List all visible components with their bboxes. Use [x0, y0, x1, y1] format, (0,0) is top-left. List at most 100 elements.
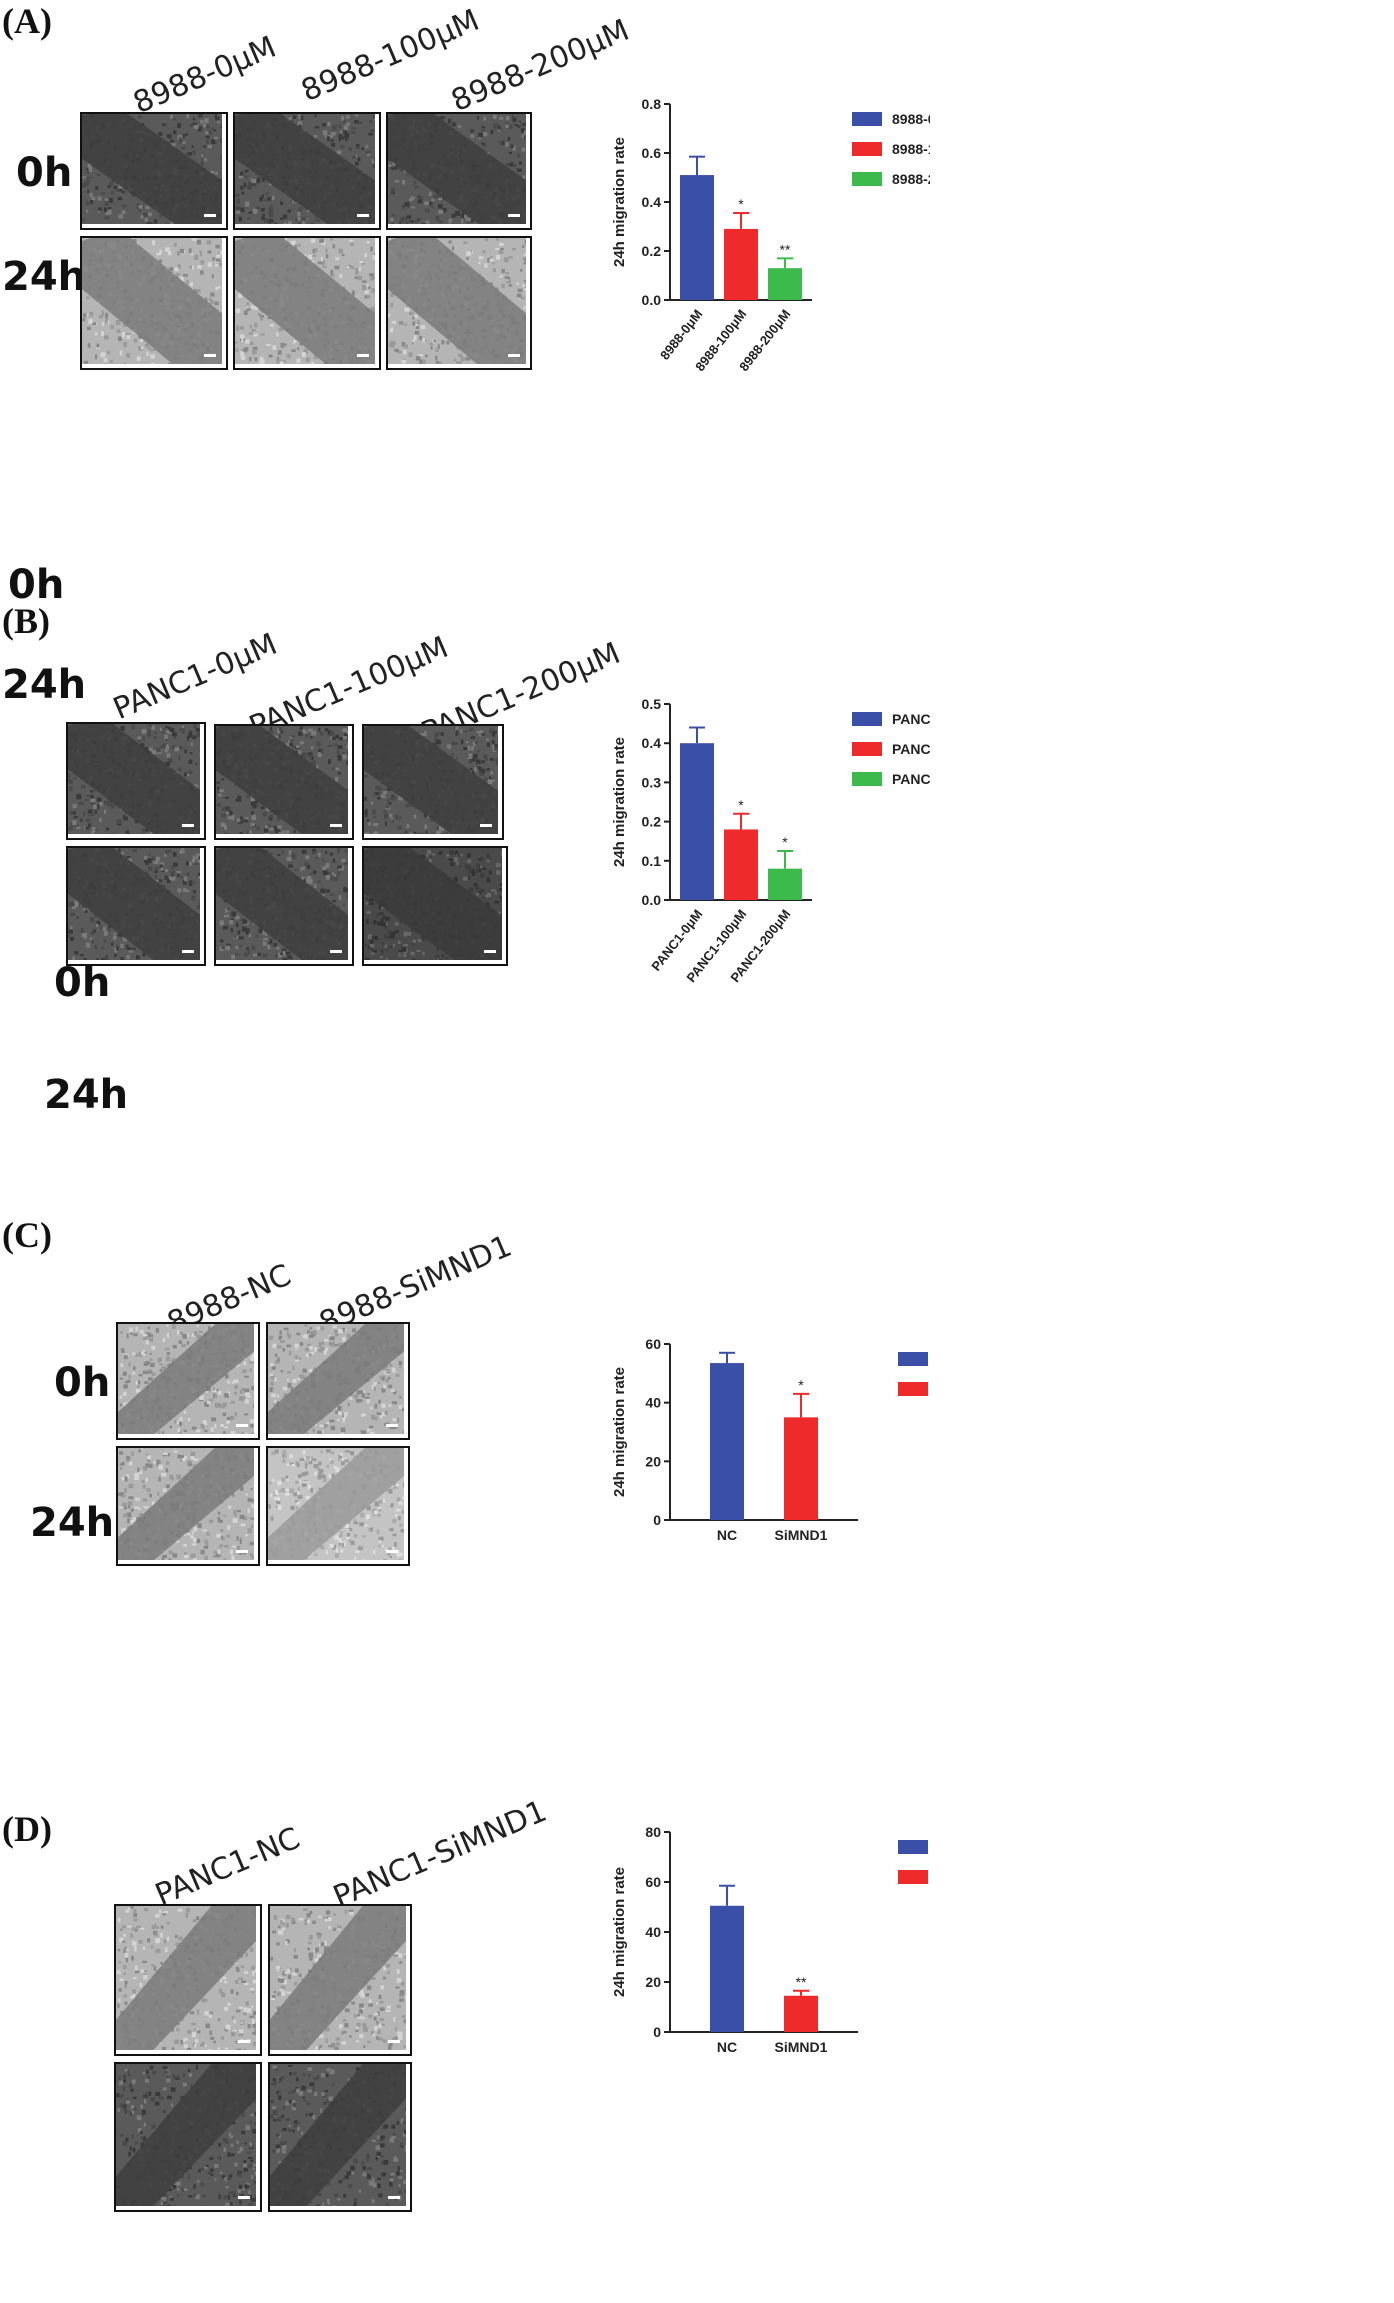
scale-bar [236, 1550, 248, 1553]
y-tick-label: 0.3 [642, 774, 662, 790]
row-label: 0h [54, 960, 111, 1006]
scratch-wound [68, 724, 200, 834]
micrograph-texture [235, 238, 375, 364]
y-tick-label: 40 [645, 1395, 661, 1411]
scratch-wound [364, 726, 498, 834]
y-axis-label: 24h migration rate [611, 737, 628, 867]
significance-marker: * [738, 196, 744, 212]
micrograph-image [266, 1322, 410, 1440]
legend-label: 8988-0μM [892, 111, 930, 127]
row-label: 24h [2, 254, 87, 300]
bar [724, 228, 758, 300]
significance-marker: * [738, 797, 744, 813]
micrograph-image [386, 112, 532, 230]
y-tick-label: 20 [645, 1974, 661, 1990]
scratch-wound [118, 1324, 254, 1434]
y-tick-label: 80 [645, 1824, 661, 1840]
column-label: 8988-0μM [128, 29, 282, 121]
bar [768, 868, 802, 900]
micrograph-texture [268, 1324, 404, 1434]
legend-swatch [852, 712, 882, 726]
panel-letter: (C) [2, 1215, 52, 1255]
micrograph-image [66, 846, 206, 966]
micrograph-texture [68, 724, 200, 834]
y-tick-label: 0.0 [642, 292, 662, 308]
scratch-wound [216, 726, 348, 834]
x-tick-label: 8988-0μM [657, 307, 705, 363]
micrograph-texture [270, 2064, 406, 2206]
micrograph-texture [364, 726, 498, 834]
significance-marker: ** [796, 1974, 807, 1990]
scale-bar [204, 214, 216, 217]
x-tick-label: SiMND1 [775, 2039, 828, 2055]
scratch-wound [235, 114, 375, 224]
y-tick-label: 20 [645, 1453, 661, 1469]
row-label: 24h [44, 1072, 129, 1118]
micrograph-image [214, 724, 354, 840]
y-tick-label: 0 [653, 2024, 661, 2040]
scale-bar [330, 950, 342, 953]
micrograph-image [116, 1322, 260, 1440]
scale-bar [357, 354, 369, 357]
legend-label: PANC1-100μM [892, 741, 930, 757]
micrograph-image [114, 2062, 262, 2212]
micrograph-texture [216, 726, 348, 834]
scratch-wound [268, 1324, 404, 1434]
scale-bar [236, 1424, 248, 1427]
scale-bar [508, 214, 520, 217]
scratch-wound [68, 848, 200, 960]
x-tick-label: SiMND1 [775, 1527, 828, 1543]
panel-letter: (B) [2, 601, 50, 641]
scale-bar [480, 824, 492, 827]
significance-marker: * [798, 1377, 804, 1393]
y-tick-label: 0.0 [642, 892, 662, 908]
scratch-wound [82, 238, 222, 364]
micrograph-image [80, 236, 228, 370]
scale-bar [330, 824, 342, 827]
micrograph-image [266, 1446, 410, 1566]
micrograph-texture [118, 1324, 254, 1434]
bar [724, 829, 758, 900]
bar [768, 268, 802, 300]
panel-letter: (D) [2, 1809, 52, 1849]
micrograph-texture [268, 1448, 404, 1560]
scratch-wound [364, 848, 502, 960]
y-tick-label: 40 [645, 1924, 661, 1940]
bar [680, 175, 714, 300]
legend-swatch [852, 742, 882, 756]
scale-bar [238, 2040, 250, 2043]
micrograph-texture [388, 114, 526, 224]
bar [680, 743, 714, 900]
micrograph-image [214, 846, 354, 966]
panel-d: (D) PANC1-NC PANC1-SiMND1 0 20 40 60 80 24h m… [0, 1794, 1394, 2303]
scale-bar [388, 2196, 400, 2199]
bar [710, 1905, 744, 2032]
legend-swatch [852, 172, 882, 186]
y-tick-label: 0.8 [642, 96, 662, 112]
scratch-wound [82, 114, 222, 224]
y-tick-label: 60 [645, 1874, 661, 1890]
legend-label: PANC1-0μM [892, 711, 930, 727]
micrograph-texture [82, 238, 222, 364]
scale-bar [386, 1550, 398, 1553]
micrograph-image [66, 722, 206, 840]
row-label: 0h [16, 150, 73, 196]
column-label: PANC1-SiMND1 [328, 1793, 552, 1915]
scratch-wound [118, 1448, 254, 1560]
micrograph-image [233, 236, 381, 370]
y-tick-label: 0.4 [642, 194, 662, 210]
y-axis-label: 24h migration rate [611, 1867, 628, 1997]
y-axis-label: 24h migration rate [611, 137, 628, 267]
legend-label: 8988-200μM [892, 171, 930, 187]
significance-marker: * [782, 834, 788, 850]
legend-swatch [898, 1382, 928, 1396]
y-tick-label: 0.5 [642, 696, 662, 712]
scratch-wound [216, 848, 348, 960]
legend-label: 8988-100μM [892, 141, 930, 157]
legend-swatch [852, 772, 882, 786]
legend-swatch [898, 1840, 928, 1854]
y-tick-label: 0.6 [642, 145, 662, 161]
legend-label: PANC1-200μM [892, 771, 930, 787]
scratch-wound [268, 1448, 404, 1560]
